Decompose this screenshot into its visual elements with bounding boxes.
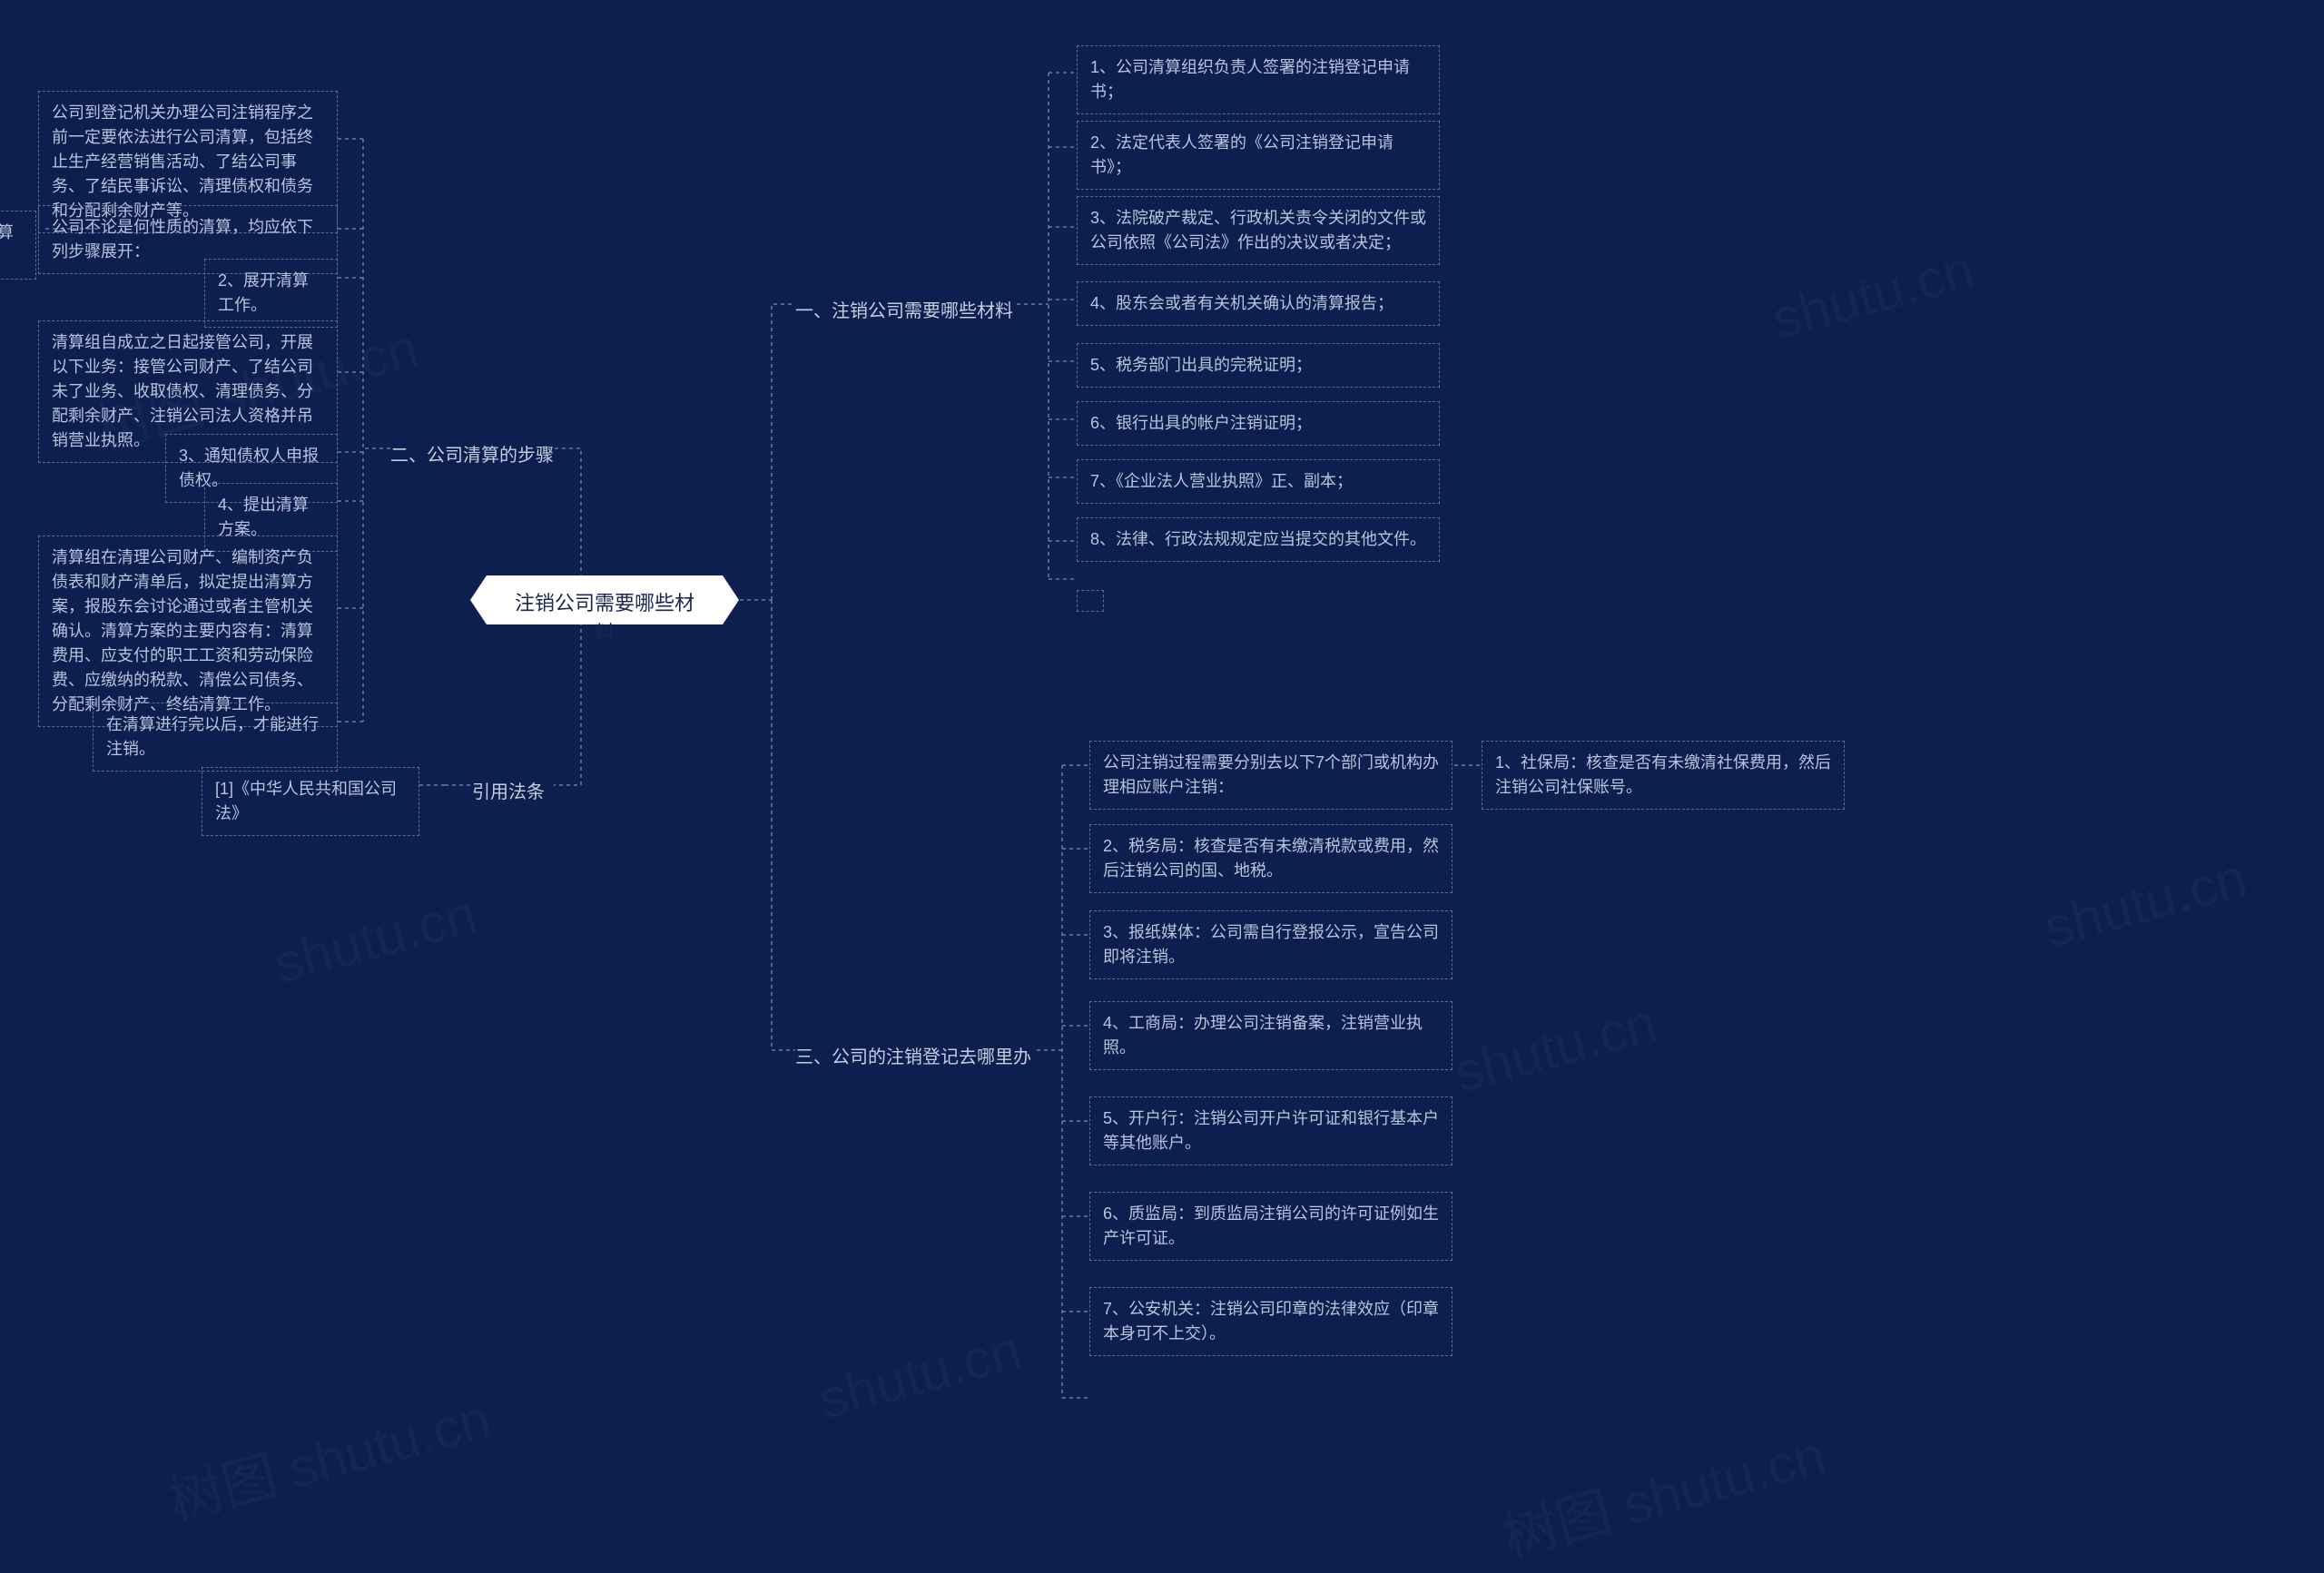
- watermark: shutu.cn: [812, 1318, 1028, 1431]
- b2-step2: 2、展开清算工作。: [204, 259, 338, 328]
- b1-item: 1、公司清算组织负责人签署的注销登记申请书；: [1077, 45, 1440, 114]
- b4-ref: [1]《中华人民共和国公司法》: [202, 767, 419, 836]
- b3-item: 2、税务局：核查是否有未缴清税款或费用，然后注销公司的国、地税。: [1089, 824, 1452, 893]
- b3-item: 5、开户行：注销公司开户许可证和银行基本户等其他账户。: [1089, 1096, 1452, 1165]
- b1-item: 6、银行出具的帐户注销证明；: [1077, 401, 1440, 446]
- b1-item: 2、法定代表人签署的《公司注销登记申请书》；: [1077, 121, 1440, 190]
- b2-conclusion: 在清算进行完以后，才能进行注销。: [93, 703, 338, 772]
- b2-step1: 1、成立清算组。: [0, 211, 36, 280]
- branch-3: 三、公司的注销登记去哪里办: [795, 1038, 1031, 1077]
- b3-item: 3、报纸媒体：公司需自行登报公示，宣告公司即将注销。: [1089, 910, 1452, 979]
- b3-item: 6、质监局：到质监局注销公司的许可证例如生产许可证。: [1089, 1192, 1452, 1261]
- b1-item: 4、股东会或者有关机关确认的清算报告；: [1077, 281, 1440, 326]
- watermark: 树图 shutu.cn: [1493, 1411, 1833, 1572]
- branch-4: 引用法条: [472, 773, 545, 811]
- b3-intro-sub: 1、社保局：核查是否有未缴清社保费用，然后注销公司社保账号。: [1482, 741, 1845, 810]
- mindmap-root: 注销公司需要哪些材料: [487, 575, 723, 624]
- branch-2: 二、公司清算的步骤: [390, 437, 554, 475]
- b2-step4-detail: 清算组在清理公司财产、编制资产负债表和财产清单后，拟定提出清算方案，报股东会讨论…: [38, 536, 338, 727]
- b1-item: 3、法院破产裁定、行政机关责令关闭的文件或公司依照《公司法》作出的决议或者决定；: [1077, 196, 1440, 265]
- watermark: shutu.cn: [1448, 991, 1663, 1105]
- branch-1: 一、注销公司需要哪些材料: [795, 292, 1013, 330]
- watermark: shutu.cn: [268, 882, 483, 996]
- b3-item: 7、公安机关：注销公司印章的法律效应（印章本身可不上交）。: [1089, 1287, 1452, 1356]
- watermark: 树图 shutu.cn: [159, 1374, 498, 1536]
- b3-intro: 公司注销过程需要分别去以下7个部门或机构办理相应账户注销：: [1089, 741, 1452, 810]
- b3-item: 4、工商局：办理公司注销备案，注销营业执照。: [1089, 1001, 1452, 1070]
- b1-item: 8、法律、行政法规规定应当提交的其他文件。: [1077, 517, 1440, 562]
- b1-item: 5、税务部门出具的完税证明；: [1077, 343, 1440, 388]
- watermark: shutu.cn: [2038, 846, 2253, 959]
- b1-item: 7、《企业法人营业执照》正、副本；: [1077, 459, 1440, 504]
- watermark: shutu.cn: [1766, 238, 1981, 351]
- b1-item-empty: [1077, 590, 1104, 612]
